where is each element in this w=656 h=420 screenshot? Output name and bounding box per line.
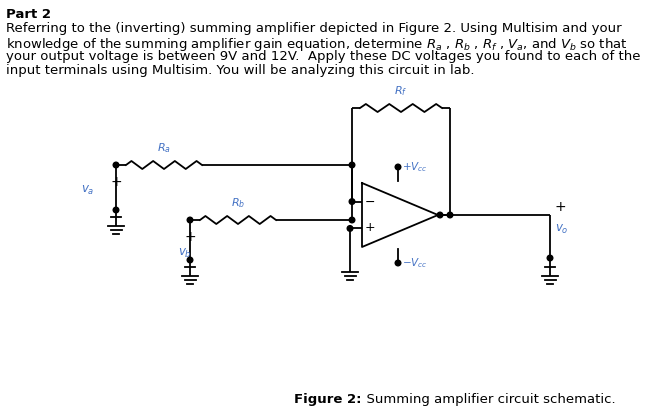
Circle shape	[347, 226, 353, 231]
Circle shape	[113, 207, 119, 213]
Circle shape	[547, 255, 553, 261]
Circle shape	[395, 260, 401, 266]
Text: $R_a$: $R_a$	[157, 141, 171, 155]
Text: Figure 2:: Figure 2:	[295, 394, 361, 407]
Text: $+V_{cc}$: $+V_{cc}$	[402, 160, 428, 174]
Text: input terminals using Multisim. You will be analyzing this circuit in lab.: input terminals using Multisim. You will…	[6, 64, 474, 77]
Circle shape	[349, 199, 355, 205]
Text: −: −	[365, 196, 375, 209]
Text: Referring to the (inverting) summing amplifier depicted in Figure 2. Using Multi: Referring to the (inverting) summing amp…	[6, 22, 622, 35]
Circle shape	[395, 164, 401, 170]
Text: knowledge of the summing amplifier gain equation, determine $R_a$ , $R_b$ , $R_f: knowledge of the summing amplifier gain …	[6, 36, 628, 53]
Text: $R_b$: $R_b$	[231, 196, 245, 210]
Text: +: +	[184, 230, 195, 244]
Text: your output voltage is between 9V and 12V.  Apply these DC voltages you found to: your output voltage is between 9V and 12…	[6, 50, 640, 63]
Circle shape	[187, 257, 193, 263]
Circle shape	[187, 217, 193, 223]
Text: $R_f$: $R_f$	[394, 84, 408, 98]
Circle shape	[349, 162, 355, 168]
Text: +: +	[365, 221, 375, 234]
Circle shape	[447, 212, 453, 218]
Text: Part 2: Part 2	[6, 8, 51, 21]
Text: $v_a$: $v_a$	[81, 184, 94, 197]
Circle shape	[437, 212, 443, 218]
Text: $-V_{cc}$: $-V_{cc}$	[402, 256, 428, 270]
Text: $v_b$: $v_b$	[178, 247, 192, 260]
Circle shape	[113, 162, 119, 168]
Text: +: +	[110, 175, 122, 189]
Text: $v_o$: $v_o$	[555, 223, 569, 236]
Circle shape	[349, 217, 355, 223]
Text: Summing amplifier circuit schematic.: Summing amplifier circuit schematic.	[358, 394, 615, 407]
Text: +: +	[555, 200, 567, 214]
